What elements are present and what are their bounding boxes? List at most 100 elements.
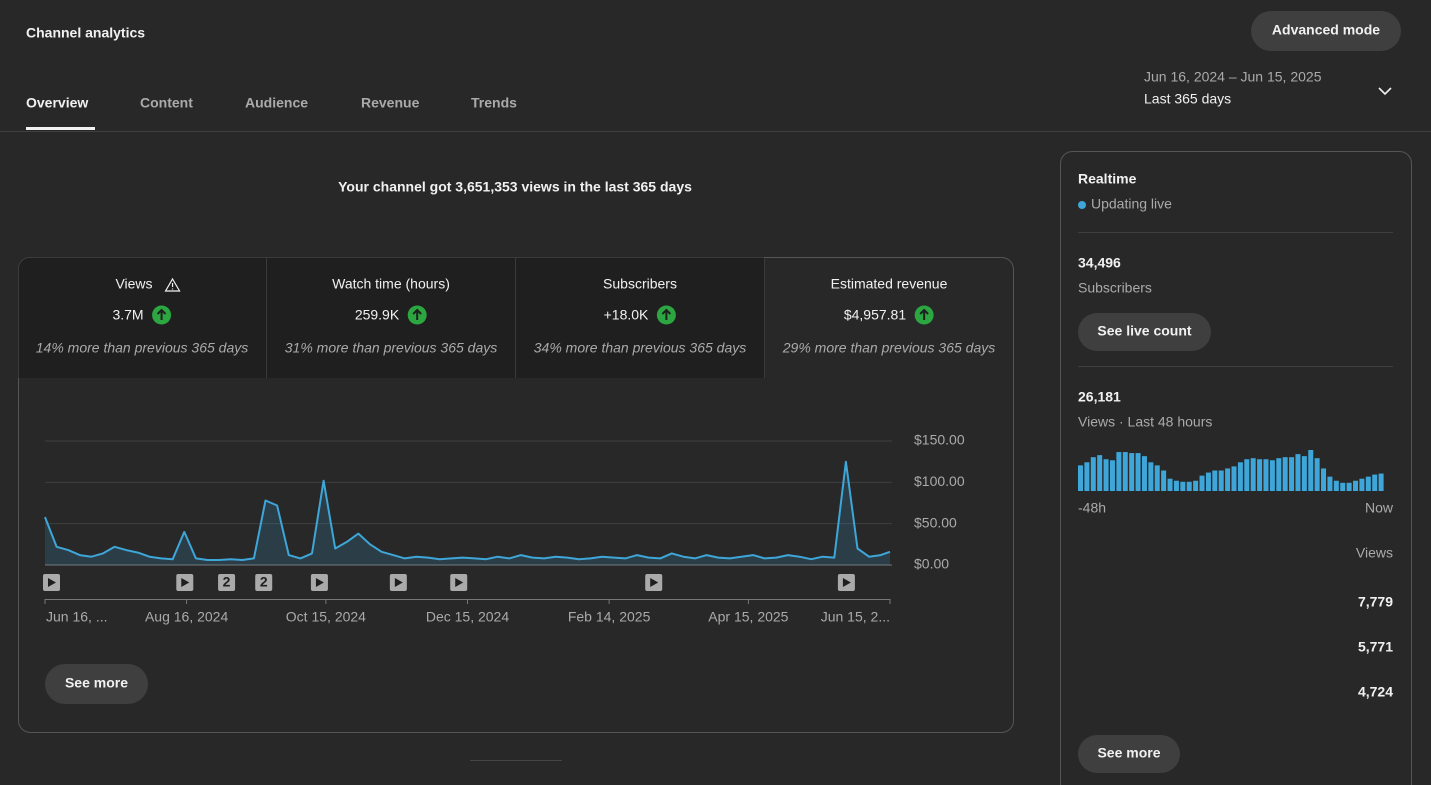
- bar: [1359, 478, 1365, 491]
- multi-video-marker[interactable]: [218, 574, 236, 591]
- bar: [1193, 480, 1199, 491]
- metric-tiles-bg: [18, 257, 764, 378]
- y-tick-label: $0.00: [914, 556, 949, 572]
- bar: [1122, 452, 1128, 491]
- x-tick-label: Apr 15, 2025: [708, 609, 788, 625]
- bar: [1353, 480, 1359, 491]
- tab[interactable]: Content: [140, 95, 193, 111]
- up-arrow: [412, 308, 422, 320]
- top-content-views: 5,771: [1358, 639, 1393, 655]
- bar: [1321, 468, 1327, 491]
- bar: [1263, 459, 1269, 491]
- bar: [1167, 478, 1173, 491]
- page-title: Channel analytics: [26, 25, 145, 41]
- up-arrow: [156, 308, 167, 320]
- bar: [1116, 452, 1122, 491]
- metric-note: 31% more than previous 365 days: [285, 340, 497, 356]
- play-icon: [455, 578, 464, 587]
- x-label: Now: [1365, 500, 1394, 516]
- bar: [1103, 459, 1109, 491]
- bar: [1237, 462, 1243, 491]
- x-tick-label: Jun 15, 2...: [821, 609, 890, 625]
- y-tick-label: $50.00: [914, 514, 957, 530]
- realtime-views: 26,181: [1078, 389, 1121, 405]
- advanced-mode-button[interactable]: [1251, 11, 1401, 51]
- headline: Your channel got 3,651,353 views in the …: [338, 179, 692, 195]
- tab[interactable]: Trends: [471, 95, 517, 111]
- metric-label: Estimated revenue: [831, 276, 948, 292]
- bar: [1135, 453, 1141, 491]
- top-content-views: 4,724: [1358, 684, 1393, 700]
- bar: [1301, 456, 1307, 491]
- y-tick-label: $100.00: [914, 473, 965, 489]
- bar: [1250, 458, 1256, 491]
- subscriber-label: Subscribers: [1078, 280, 1152, 296]
- realtime-status: Updating live: [1091, 196, 1172, 212]
- bar: [1346, 482, 1352, 491]
- top-content-header: Views: [1356, 545, 1393, 561]
- bar: [1295, 454, 1301, 491]
- play-icon: [181, 578, 190, 587]
- date-label: Last 365 days: [1144, 91, 1231, 107]
- bar: [1129, 453, 1135, 491]
- metric-note: 34% more than previous 365 days: [534, 340, 746, 356]
- bar: [1378, 473, 1384, 491]
- bar: [1084, 462, 1090, 491]
- dropdown-chevron[interactable]: [1378, 87, 1392, 96]
- bar: [1231, 466, 1237, 491]
- multi-video-marker[interactable]: [255, 574, 273, 591]
- bar: [1257, 459, 1263, 491]
- metric-value: +18.0K: [604, 307, 649, 323]
- line: [44, 460, 891, 561]
- x-tick-label: Oct 15, 2024: [286, 609, 366, 625]
- play-icon: [48, 578, 56, 587]
- bar: [1372, 474, 1378, 491]
- y-tick-label: $150.00: [914, 432, 965, 448]
- play-icon: [842, 578, 851, 587]
- bar: [1090, 457, 1096, 491]
- bar: [1225, 468, 1231, 491]
- subscriber-count: 34,496: [1078, 255, 1121, 271]
- bar: [1199, 475, 1205, 491]
- tab[interactable]: Revenue: [361, 95, 420, 111]
- see-more-button[interactable]: [45, 664, 148, 704]
- bar: [1097, 455, 1103, 491]
- see-more-label: See more: [65, 675, 128, 691]
- metric-value: 3.7M: [112, 307, 143, 323]
- play-icon: [650, 578, 659, 587]
- bar: [1269, 460, 1275, 491]
- realtime-title: Realtime: [1078, 171, 1137, 187]
- realtime-see-more-label: See more: [1097, 745, 1160, 761]
- x-tick-label: Aug 16, 2024: [145, 609, 229, 625]
- bar: [1244, 459, 1250, 491]
- live-count-button[interactable]: [1078, 313, 1211, 351]
- up-arrow: [661, 308, 672, 320]
- realtime-see-more-button[interactable]: [1078, 735, 1180, 773]
- metric-label: Subscribers: [603, 276, 677, 292]
- bar: [1078, 465, 1083, 491]
- bar: [1289, 457, 1295, 491]
- metric-value: 259.9K: [355, 307, 400, 323]
- metric-label: Views: [115, 276, 152, 292]
- bar: [1186, 481, 1192, 491]
- bar: [1173, 480, 1179, 491]
- x-label: -48h: [1078, 500, 1106, 516]
- up-arrow: [919, 308, 929, 320]
- advanced-mode-label: Advanced mode: [1272, 22, 1380, 38]
- x-tick-label: Feb 14, 2025: [568, 609, 651, 625]
- bar: [1340, 482, 1346, 491]
- badge-count: 2: [223, 574, 231, 590]
- metric-note: 29% more than previous 365 days: [782, 340, 995, 356]
- tab[interactable]: Overview: [26, 95, 88, 111]
- tab[interactable]: Audience: [245, 95, 308, 111]
- bar: [1333, 480, 1339, 491]
- bar: [1308, 450, 1314, 491]
- warning-icon: [164, 277, 181, 292]
- bar: [1154, 465, 1160, 491]
- top-content-views: 7,779: [1358, 594, 1393, 610]
- realtime-views-label: Views · Last 48 hours: [1078, 414, 1212, 430]
- bar: [1212, 470, 1218, 491]
- bar: [1141, 456, 1147, 491]
- bar: [1218, 470, 1224, 491]
- metric-value: $4,957.81: [844, 307, 906, 323]
